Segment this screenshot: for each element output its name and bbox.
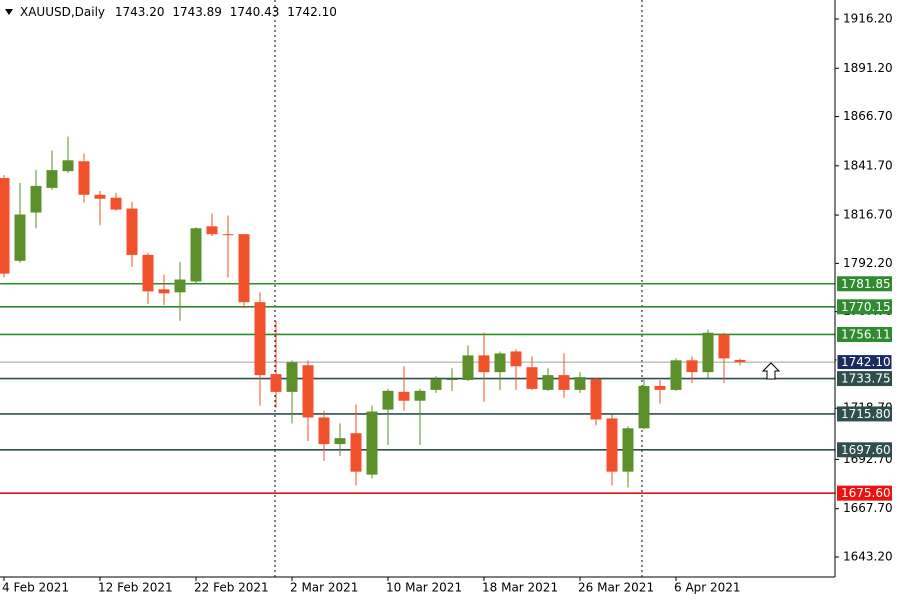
symbol-title: XAUUSD,Daily (20, 5, 105, 19)
level-label: 1742.10 (841, 355, 891, 369)
candle-body (30, 185, 42, 213)
level-label: 1733.75 (841, 372, 891, 386)
candle-body (430, 379, 442, 390)
y-tick-label: 1792.20 (843, 256, 893, 270)
y-tick-label: 1916.20 (843, 11, 893, 25)
level-label-box (837, 276, 892, 292)
x-tick-label: 2 Mar 2021 (290, 581, 358, 595)
candle-body (510, 351, 522, 367)
x-tick-label: 6 Apr 2021 (674, 581, 741, 595)
level-label: 1756.11 (841, 327, 891, 341)
candle-body (238, 234, 250, 303)
candle-body (478, 355, 490, 373)
x-tick-label: 12 Feb 2021 (98, 581, 173, 595)
candle-body (318, 417, 330, 445)
candle-body (190, 228, 202, 282)
x-tick-label: 26 Mar 2021 (578, 581, 654, 595)
shift-arrow-icon[interactable] (761, 362, 781, 380)
candle-body (78, 161, 90, 195)
high-value: 1743.89 (172, 5, 222, 19)
candle-layer (0, 136, 746, 488)
candle-body (446, 379, 458, 381)
y-tick-label: 1866.70 (843, 109, 893, 123)
level-label: 1715.80 (841, 407, 891, 421)
level-label: 1770.15 (841, 300, 891, 314)
candle-body (686, 360, 698, 373)
candle-body (574, 377, 586, 390)
candle-body (590, 379, 602, 420)
candle-body (158, 289, 170, 294)
close-value: 1742.10 (287, 5, 337, 19)
candle-body (14, 214, 26, 261)
level-label-box (837, 299, 892, 315)
open-value: 1743.20 (115, 5, 165, 19)
candle-body (366, 411, 378, 475)
candle-body (718, 334, 730, 359)
candle-body (254, 302, 266, 376)
candle-body (558, 375, 570, 390)
y-tick-label: 1643.20 (843, 549, 893, 563)
low-value: 1740.43 (230, 5, 280, 19)
chart-header: XAUUSD,Daily 1743.20 1743.89 1740.43 174… (20, 5, 337, 19)
candle-body (334, 438, 346, 445)
candle-body (302, 365, 314, 418)
y-tick-label: 1816.70 (843, 208, 893, 222)
candle-body (398, 391, 410, 401)
candle-body (414, 390, 426, 401)
candle-body (462, 355, 474, 381)
candle-body (654, 385, 666, 390)
candle-body (0, 178, 10, 274)
candle-body (222, 234, 234, 236)
candle-body (94, 194, 106, 199)
x-tick-label: 4 Feb 2021 (2, 581, 69, 595)
level-label-box (837, 326, 892, 342)
candle-body (606, 418, 618, 472)
level-label-box (837, 371, 892, 387)
symbol-menu-arrow[interactable] (5, 9, 13, 15)
x-tick-label: 22 Feb 2021 (194, 581, 269, 595)
candle-body (734, 359, 746, 363)
candle-body (622, 428, 634, 472)
level-label: 1697.60 (841, 443, 891, 457)
level-label-box (837, 406, 892, 422)
x-tick-label: 18 Mar 2021 (482, 581, 558, 595)
candle-body (62, 160, 74, 172)
level-label-box (837, 485, 892, 501)
candle-body (350, 433, 362, 472)
level-label-box (837, 442, 892, 458)
candle-body (142, 254, 154, 292)
candle-body (46, 170, 58, 188)
label-layer: 1781.85 1770.15 1756.11 1742.10 1733.75 1715.… (836, 276, 893, 501)
candle-body (382, 390, 394, 410)
candle-body (286, 362, 298, 392)
level-label-box (836, 354, 893, 371)
candle-body (526, 367, 538, 389)
y-tick-label: 1891.20 (843, 61, 893, 75)
candle-body (494, 353, 506, 373)
y-tick-label: 1841.70 (843, 158, 893, 172)
level-label: 1675.60 (841, 486, 891, 500)
x-tick-label: 10 Mar 2021 (386, 581, 462, 595)
candle-body (126, 208, 138, 255)
candle-body (670, 360, 682, 390)
candle-body (174, 279, 186, 293)
level-label: 1781.85 (841, 277, 891, 291)
candle-body (638, 385, 650, 429)
candle-body (206, 226, 218, 235)
candle-body (110, 197, 122, 210)
candle-body (542, 375, 554, 390)
y-tick-label: 1667.70 (843, 501, 893, 515)
candle-body (702, 332, 714, 373)
candle-body (270, 374, 282, 392)
